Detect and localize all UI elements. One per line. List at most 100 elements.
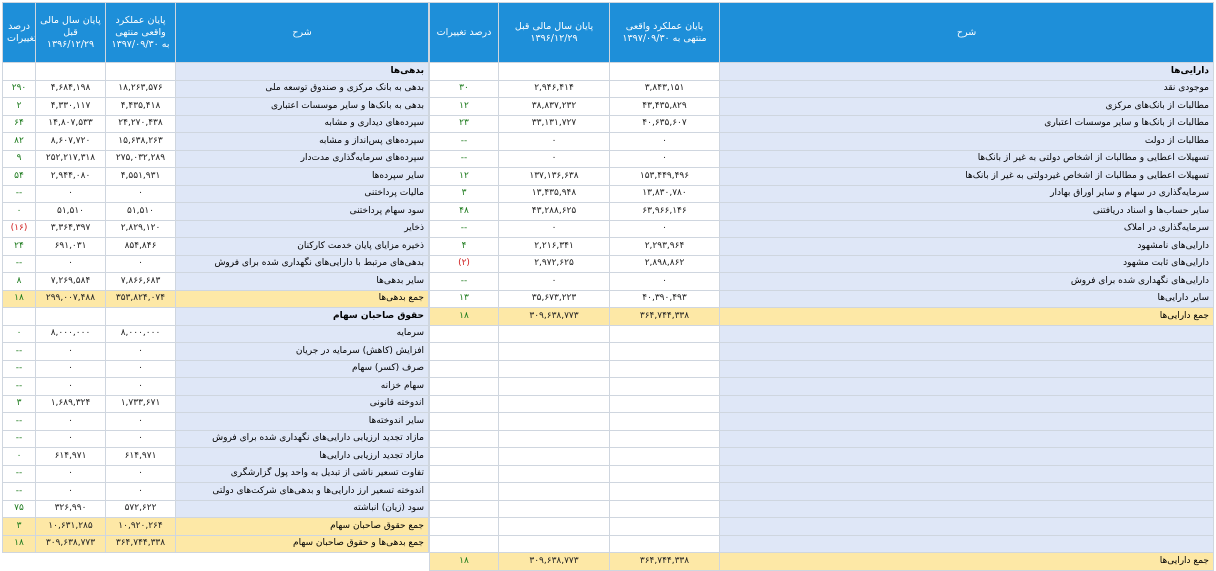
prev-year-cell: ۶۹۱,۰۳۱ bbox=[35, 237, 106, 256]
description-cell: بدهی به بانک مرکزی و صندوق توسعه ملی bbox=[175, 79, 429, 98]
asset-row: -- ۰ ۰ سرمایه‌گذاری در املاک bbox=[429, 219, 1214, 238]
liabilities-equity-total-row: ۱۸ ۳۰۹,۶۳۸,۷۷۳ ۳۶۴,۷۴۴,۳۳۸ جمع بدهی‌ها و حق… bbox=[2, 534, 429, 553]
empty-cell bbox=[719, 429, 1214, 448]
prev-year-cell: ۰ bbox=[35, 377, 106, 396]
liability-row: ۸ ۷,۲۶۹,۵۸۴ ۷,۸۶۶,۶۸۳ سایر بدهی‌ها bbox=[2, 272, 429, 291]
pct-change-cell: ۷۵ bbox=[2, 499, 36, 518]
pct-change-cell: ۵۴ bbox=[2, 167, 36, 186]
actual-cell: ۰ bbox=[105, 359, 176, 378]
actual-cell: ۴,۴۳۵,۴۱۸ bbox=[105, 97, 176, 116]
assets-table: درصد تغییرات پایان سال مالی قبل ۱۳۹۶/۱۲/… bbox=[429, 2, 1214, 571]
equity-row: -- ۰ ۰ افزایش (کاهش) سرمایه در جریان bbox=[2, 342, 429, 361]
blank-row bbox=[429, 412, 1214, 431]
description-cell: جمع حقوق صاحبان سهام bbox=[175, 517, 429, 536]
pct-change-cell: ۱۸ bbox=[429, 307, 499, 326]
description-cell: اندوخته تسعیر ارز دارایی‌ها و بدهی‌های ش… bbox=[175, 482, 429, 501]
actual-cell: ۱۵,۶۳۸,۲۶۳ bbox=[105, 132, 176, 151]
empty-cell bbox=[498, 377, 610, 396]
description-cell: ذخایر bbox=[175, 219, 429, 238]
pct-change-cell: -- bbox=[2, 482, 36, 501]
section-title: حقوق صاحبان سهام bbox=[175, 307, 429, 326]
empty-cell bbox=[719, 482, 1214, 501]
empty-cell bbox=[609, 499, 720, 518]
actual-cell: ۰ bbox=[609, 272, 720, 291]
description-cell: تسهیلات اعطایی و مطالبات از اشخاص غیردول… bbox=[719, 167, 1214, 186]
empty-cell bbox=[35, 62, 106, 81]
liability-row: ۸۲ ۸,۶۰۷,۷۲۰ ۱۵,۶۳۸,۲۶۳ سپرده‌های پس‌انداز … bbox=[2, 132, 429, 151]
prev-year-cell: ۳۰۹,۶۳۸,۷۷۳ bbox=[35, 534, 106, 553]
equity-section-title: حقوق صاحبان سهام bbox=[2, 307, 429, 326]
empty-cell bbox=[429, 342, 499, 361]
actual-cell: ۱۸,۲۶۳,۵۷۶ bbox=[105, 79, 176, 98]
actual-cell: ۰ bbox=[105, 482, 176, 501]
empty-cell bbox=[719, 534, 1214, 553]
liability-row: (۱۶) ۳,۳۶۴,۳۹۷ ۲,۸۲۹,۱۲۰ ذخایر bbox=[2, 219, 429, 238]
assets-desc-header: شرح bbox=[719, 2, 1214, 63]
liability-row: -- ۰ ۰ مالیات پرداختنی bbox=[2, 184, 429, 203]
empty-cell bbox=[498, 394, 610, 413]
prev-year-cell: ۱۳,۴۳۵,۹۴۸ bbox=[498, 184, 610, 203]
empty-cell bbox=[105, 62, 176, 81]
empty-cell bbox=[498, 342, 610, 361]
description-cell: مازاد تجدید ارزیابی دارایی‌ها bbox=[175, 447, 429, 466]
prev-year-cell: ۶۱۴,۹۷۱ bbox=[35, 447, 106, 466]
pct-change-cell: ۱۲ bbox=[429, 167, 499, 186]
actual-cell: ۲۴,۲۷۰,۴۳۸ bbox=[105, 114, 176, 133]
description-cell: سود سهام پرداختنی bbox=[175, 202, 429, 221]
pct-change-cell: (۲) bbox=[429, 254, 499, 273]
empty-cell bbox=[609, 517, 720, 536]
equity-total-row: ۳ ۱۰,۶۳۱,۲۸۵ ۱۰,۹۲۰,۲۶۴ جمع حقوق صاحبان سها… bbox=[2, 517, 429, 536]
liabilities-section-title: بدهی‌ها bbox=[2, 62, 429, 81]
description-cell: سایر حساب‌ها و اسناد دریافتنی bbox=[719, 202, 1214, 221]
actual-cell: ۳۶۴,۷۴۴,۳۳۸ bbox=[105, 534, 176, 553]
liability-row: ۶۴ ۱۴,۸۰۷,۵۳۳ ۲۴,۲۷۰,۴۳۸ سپرده‌های دیداری و… bbox=[2, 114, 429, 133]
prev-year-cell: ۳۲۶,۹۹۰ bbox=[35, 499, 106, 518]
empty-cell bbox=[2, 307, 36, 326]
actual-cell: ۳,۸۴۳,۱۵۱ bbox=[609, 79, 720, 98]
description-cell: موجودی نقد bbox=[719, 79, 1214, 98]
prev-year-cell: ۳۰۹,۶۳۸,۷۷۳ bbox=[498, 307, 610, 326]
equity-row: -- ۰ ۰ صرف (کسر) سهام bbox=[2, 359, 429, 378]
pct-change-cell: ۲۹۰ bbox=[2, 79, 36, 98]
pct-change-cell: -- bbox=[2, 377, 36, 396]
prev-year-cell: ۱۰,۶۳۱,۲۸۵ bbox=[35, 517, 106, 536]
pct-change-cell: ۴۸ bbox=[429, 202, 499, 221]
description-cell: مطالبات از بانک‌های مرکزی bbox=[719, 97, 1214, 116]
actual-cell: ۱,۷۳۳,۶۷۱ bbox=[105, 394, 176, 413]
empty-cell bbox=[498, 447, 610, 466]
liabilities-pct-header: درصد تغییرات bbox=[2, 2, 36, 63]
prev-year-cell: ۰ bbox=[498, 132, 610, 151]
blank-row bbox=[429, 534, 1214, 553]
actual-cell: ۰ bbox=[105, 412, 176, 431]
pct-change-cell: -- bbox=[429, 219, 499, 238]
prev-year-cell: ۰ bbox=[35, 342, 106, 361]
liability-row: ۲۹۰ ۴,۶۸۴,۱۹۸ ۱۸,۲۶۳,۵۷۶ بدهی به بانک مرکزی… bbox=[2, 79, 429, 98]
assets-pct-header: درصد تغییرات bbox=[429, 2, 499, 63]
liabilities-total-row: ۱۸ ۲۹۹,۰۰۷,۴۸۸ ۳۵۳,۸۲۴,۰۷۴ جمع بدهی‌ها bbox=[2, 289, 429, 308]
assets-section-title: دارایی‌ها bbox=[429, 62, 1214, 81]
actual-cell: ۷,۸۶۶,۶۸۳ bbox=[105, 272, 176, 291]
actual-cell: ۰ bbox=[609, 132, 720, 151]
empty-cell bbox=[609, 412, 720, 431]
prev-year-cell: ۱۳۷,۱۳۶,۶۳۸ bbox=[498, 167, 610, 186]
blank-row bbox=[429, 464, 1214, 483]
description-cell: دارایی‌های ثابت مشهود bbox=[719, 254, 1214, 273]
prev-year-cell: ۲۵۲,۲۱۷,۳۱۸ bbox=[35, 149, 106, 168]
asset-row: ۲۳ ۳۳,۱۳۱,۷۲۷ ۴۰,۶۳۵,۶۰۷ مطالبات از بانک‌ها… bbox=[429, 114, 1214, 133]
empty-cell bbox=[429, 412, 499, 431]
pct-change-cell: ۲۳ bbox=[429, 114, 499, 133]
actual-cell: ۸۵۴,۸۴۶ bbox=[105, 237, 176, 256]
description-cell: صرف (کسر) سهام bbox=[175, 359, 429, 378]
actual-cell: ۲,۸۲۹,۱۲۰ bbox=[105, 219, 176, 238]
liabilities-desc-header: شرح bbox=[175, 2, 429, 63]
blank-row bbox=[429, 499, 1214, 518]
description-cell: تسهیلات اعطایی و مطالبات از اشخاص دولتی … bbox=[719, 149, 1214, 168]
asset-row: ۴ ۲,۲۱۶,۳۴۱ ۲,۲۹۳,۹۶۴ دارایی‌های نامشهود bbox=[429, 237, 1214, 256]
actual-cell: ۵۷۲,۶۲۲ bbox=[105, 499, 176, 518]
empty-cell bbox=[719, 394, 1214, 413]
prev-year-cell: ۲,۹۴۶,۴۱۴ bbox=[498, 79, 610, 98]
empty-cell bbox=[719, 517, 1214, 536]
pct-change-cell: (۱۶) bbox=[2, 219, 36, 238]
description-cell: مازاد تجدید ارزیابی دارایی‌های نگهداری ش… bbox=[175, 429, 429, 448]
liability-row: ۹ ۲۵۲,۲۱۷,۳۱۸ ۲۷۵,۰۳۲,۲۸۹ سپرده‌های سرمایه‌… bbox=[2, 149, 429, 168]
